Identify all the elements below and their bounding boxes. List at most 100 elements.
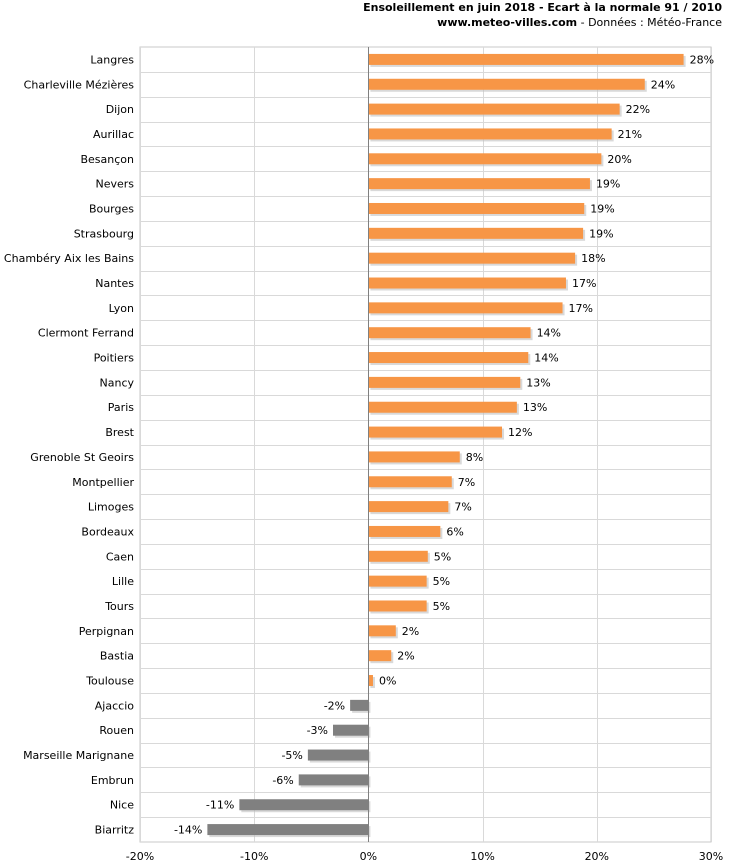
data-label: 13% (526, 376, 550, 389)
category-label: Bordeaux (81, 525, 134, 538)
category-label: Rouen (99, 724, 134, 737)
data-label: 13% (523, 401, 547, 414)
category-label: Clermont Ferrand (38, 327, 134, 340)
category-label: Toulouse (85, 675, 134, 688)
category-label: Lille (112, 575, 134, 588)
x-tick-label: 10% (470, 850, 494, 863)
bar (368, 153, 602, 165)
bar (368, 575, 427, 587)
data-label: 24% (651, 78, 675, 91)
category-label: Aurillac (93, 128, 134, 141)
data-label: 17% (569, 302, 593, 315)
category-label: Charleville Mézières (24, 78, 135, 91)
category-label: Biarritz (95, 824, 135, 837)
category-label: Besançon (80, 153, 134, 166)
data-label: 0% (379, 675, 396, 688)
chart-title: Ensoleillement en juin 2018 - Ecart à la… (363, 1, 722, 14)
x-tick-label: 30% (699, 850, 723, 863)
data-label: -6% (272, 774, 293, 787)
bar (307, 749, 369, 761)
category-label: Bourges (89, 202, 134, 215)
category-label: Grenoble St Geoirs (30, 451, 134, 464)
category-label: Tours (104, 600, 134, 613)
data-source: - Données : Météo-France (577, 16, 722, 29)
chart-subtitle: www.meteo-villes.com - Données : Météo-F… (437, 16, 722, 29)
category-label: Caen (106, 550, 134, 563)
data-label: 5% (433, 575, 450, 588)
data-label: 14% (537, 327, 561, 340)
bar (368, 202, 585, 214)
data-label: 18% (581, 252, 605, 265)
category-label: Nevers (95, 178, 134, 191)
category-label: Embrun (91, 774, 134, 787)
category-label: Langres (90, 53, 134, 66)
data-label: 12% (508, 426, 532, 439)
data-label: 19% (589, 227, 613, 240)
x-tick-label: -10% (240, 850, 268, 863)
category-label: Paris (108, 401, 134, 414)
category-label: Marseille Marignane (23, 749, 134, 762)
data-label: 2% (402, 625, 419, 638)
x-tick-label: 20% (585, 850, 609, 863)
bar (350, 699, 369, 711)
data-label: 2% (397, 650, 414, 663)
data-label: 5% (434, 550, 451, 563)
data-label: -2% (324, 699, 345, 712)
category-label: Montpellier (72, 476, 134, 489)
bar (368, 451, 460, 463)
category-label: Bastia (100, 650, 134, 663)
data-label: 19% (590, 202, 614, 215)
bar (368, 501, 449, 513)
website-link[interactable]: www.meteo-villes.com (437, 16, 578, 29)
bar (368, 550, 428, 562)
bar (368, 600, 427, 612)
category-label: Poitiers (94, 352, 135, 365)
category-label: Strasbourg (74, 227, 134, 240)
bar (368, 103, 620, 115)
data-label: 19% (596, 178, 620, 191)
category-label: Nancy (100, 376, 135, 389)
category-label: Dijon (106, 103, 134, 116)
bar (368, 53, 684, 65)
bar (368, 525, 441, 537)
data-label: -5% (281, 749, 302, 762)
x-tick-label: 0% (360, 850, 377, 863)
data-label: -11% (206, 799, 234, 812)
bar (368, 625, 396, 637)
category-label: Chambéry Aix les Bains (4, 252, 134, 265)
bar (368, 376, 521, 388)
category-label: Nantes (95, 277, 134, 290)
data-label: 28% (690, 53, 714, 66)
category-label: Brest (105, 426, 134, 439)
bar (368, 650, 392, 662)
bar (368, 476, 452, 488)
bar (368, 352, 529, 364)
data-label: 14% (534, 352, 558, 365)
bar (239, 799, 369, 811)
bar (368, 227, 584, 239)
category-label: Nice (110, 799, 134, 812)
data-label: -3% (307, 724, 328, 737)
x-tick-label: -20% (126, 850, 154, 863)
bar (368, 252, 576, 264)
bar (298, 774, 369, 786)
bar (368, 327, 531, 339)
data-label: 20% (607, 153, 631, 166)
bar (368, 675, 373, 687)
category-label: Limoges (88, 501, 134, 514)
bar (332, 724, 369, 736)
category-label: Lyon (109, 302, 134, 315)
category-label: Ajaccio (95, 699, 134, 712)
data-label: 21% (618, 128, 642, 141)
bar (368, 128, 612, 140)
data-label: 8% (466, 451, 483, 464)
data-label: 7% (458, 476, 475, 489)
bar (368, 78, 645, 90)
bar (368, 302, 563, 314)
data-label: 17% (572, 277, 596, 290)
bar (368, 277, 566, 289)
bar (368, 178, 590, 190)
data-label: -14% (174, 824, 202, 837)
bar (368, 401, 517, 413)
